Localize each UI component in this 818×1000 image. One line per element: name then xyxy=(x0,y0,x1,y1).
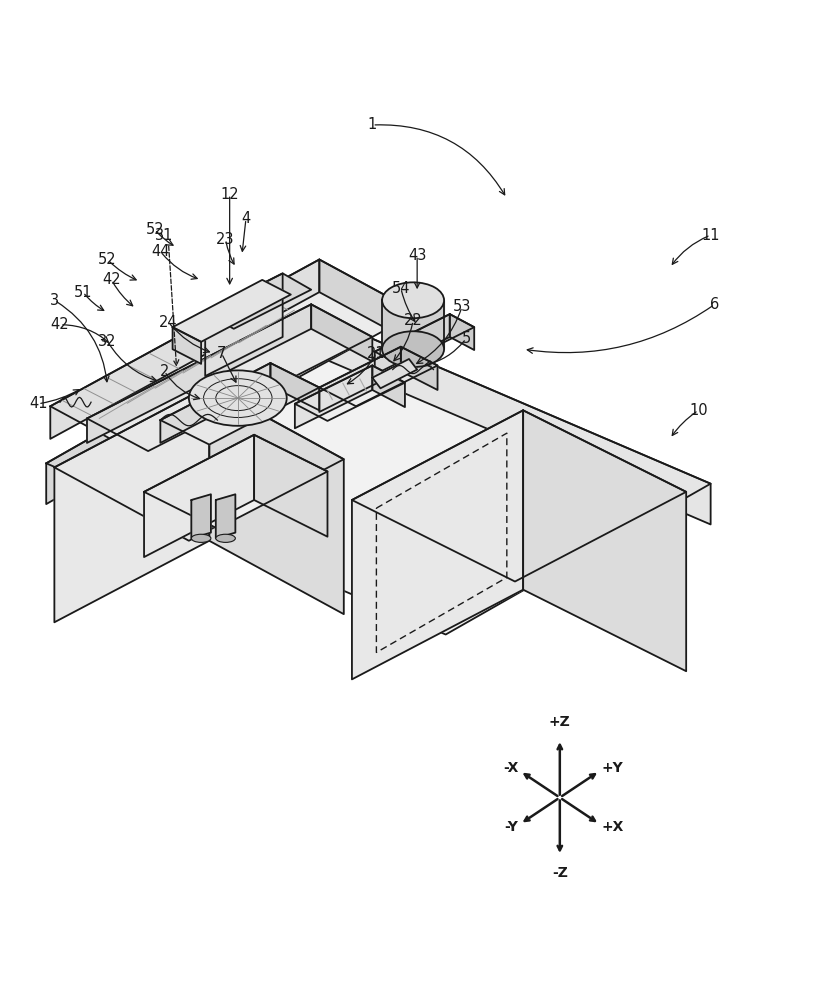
Text: 44: 44 xyxy=(151,244,169,259)
Text: 41: 41 xyxy=(29,396,47,411)
Ellipse shape xyxy=(216,534,236,542)
Polygon shape xyxy=(254,435,327,537)
Polygon shape xyxy=(319,347,401,412)
Text: 10: 10 xyxy=(689,403,708,418)
Ellipse shape xyxy=(382,282,444,318)
Polygon shape xyxy=(524,410,686,671)
Text: 12: 12 xyxy=(220,187,239,202)
Text: 52: 52 xyxy=(98,252,117,267)
Text: 52: 52 xyxy=(146,222,164,237)
Polygon shape xyxy=(160,363,319,445)
Polygon shape xyxy=(87,304,311,443)
Polygon shape xyxy=(401,347,438,390)
Polygon shape xyxy=(352,410,524,679)
Polygon shape xyxy=(294,365,405,421)
Polygon shape xyxy=(319,260,417,345)
Text: 42: 42 xyxy=(51,317,70,332)
Polygon shape xyxy=(375,314,474,365)
Ellipse shape xyxy=(382,331,444,367)
Polygon shape xyxy=(372,365,405,407)
Polygon shape xyxy=(50,260,417,459)
Text: 2: 2 xyxy=(160,364,169,379)
Polygon shape xyxy=(47,312,311,504)
Polygon shape xyxy=(205,273,311,329)
Polygon shape xyxy=(173,280,290,342)
Polygon shape xyxy=(144,435,327,529)
Polygon shape xyxy=(54,386,344,541)
Polygon shape xyxy=(50,260,319,439)
Text: 5: 5 xyxy=(461,331,470,346)
Text: 51: 51 xyxy=(74,285,92,300)
Text: -Z: -Z xyxy=(552,866,568,880)
Polygon shape xyxy=(205,273,283,376)
Polygon shape xyxy=(191,494,211,538)
Text: 24: 24 xyxy=(160,315,178,330)
Polygon shape xyxy=(54,386,209,622)
Polygon shape xyxy=(352,410,686,582)
Polygon shape xyxy=(311,312,711,524)
Text: -Y: -Y xyxy=(505,820,519,834)
Text: 53: 53 xyxy=(453,299,471,314)
Text: 31: 31 xyxy=(155,228,173,243)
Polygon shape xyxy=(87,304,372,451)
Text: 54: 54 xyxy=(392,281,410,296)
Text: 3: 3 xyxy=(50,293,59,308)
Polygon shape xyxy=(216,494,236,538)
Polygon shape xyxy=(209,386,344,614)
Ellipse shape xyxy=(189,370,287,426)
Text: 4: 4 xyxy=(241,211,250,226)
Polygon shape xyxy=(375,314,450,374)
Text: 32: 32 xyxy=(98,334,117,349)
Polygon shape xyxy=(450,314,474,350)
Text: 21: 21 xyxy=(367,346,386,361)
Text: 1: 1 xyxy=(367,117,377,132)
Polygon shape xyxy=(294,365,372,428)
Text: 7: 7 xyxy=(217,346,227,361)
Polygon shape xyxy=(47,312,711,635)
Text: 22: 22 xyxy=(404,313,422,328)
Text: -X: -X xyxy=(503,761,519,775)
Text: +Y: +Y xyxy=(601,761,622,775)
Text: 6: 6 xyxy=(710,297,719,312)
Polygon shape xyxy=(319,347,438,406)
Polygon shape xyxy=(271,363,319,410)
Polygon shape xyxy=(382,300,444,349)
Text: +Z: +Z xyxy=(549,715,571,729)
Text: 11: 11 xyxy=(701,228,720,243)
Polygon shape xyxy=(311,304,372,361)
Polygon shape xyxy=(144,435,254,557)
Text: +X: +X xyxy=(601,820,623,834)
Text: 43: 43 xyxy=(408,248,426,263)
Polygon shape xyxy=(372,359,417,388)
Text: 23: 23 xyxy=(216,232,235,247)
Polygon shape xyxy=(173,327,201,364)
Polygon shape xyxy=(160,363,271,443)
Text: 42: 42 xyxy=(102,272,121,287)
Ellipse shape xyxy=(191,534,211,542)
